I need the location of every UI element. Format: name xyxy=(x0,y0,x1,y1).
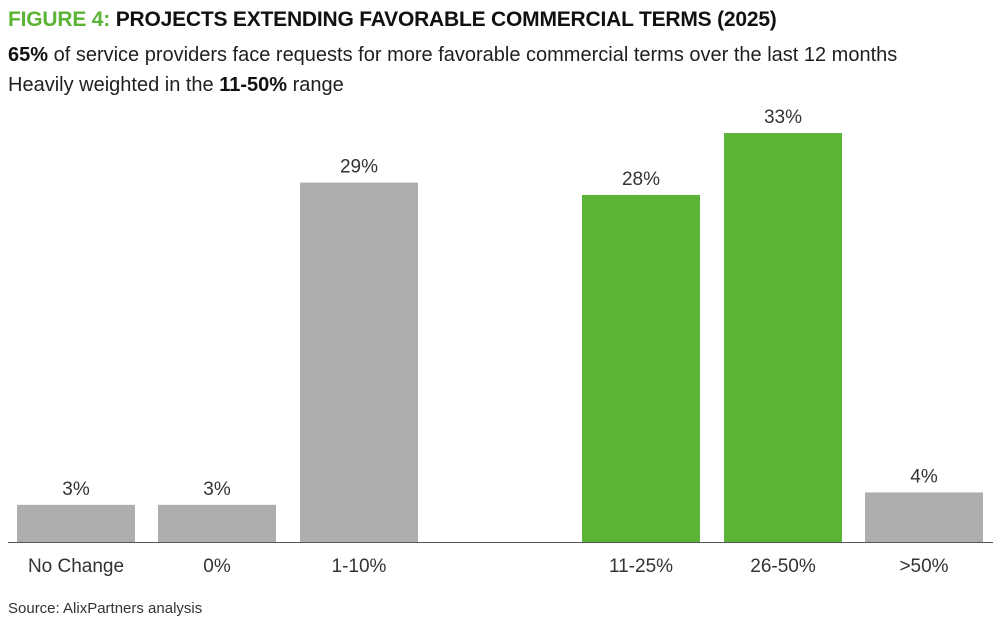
category-label-1: 0% xyxy=(203,556,231,577)
bar-0 xyxy=(17,504,135,542)
subtitle-text: of service providers face requests for m… xyxy=(48,44,898,66)
bar-1 xyxy=(158,504,276,542)
bar-5 xyxy=(865,492,983,542)
figure-label: FIGURE 4: xyxy=(8,8,111,31)
subtitle2-post: range xyxy=(287,74,344,96)
subtitle2-range: 11-50% xyxy=(219,74,288,96)
source-note: Source: AlixPartners analysis xyxy=(8,600,203,617)
category-label-3: 11-25% xyxy=(609,556,673,577)
subtitle-stat: 65% xyxy=(8,44,49,66)
data-label-4: 33% xyxy=(764,107,802,128)
bar-4 xyxy=(724,133,842,542)
category-label-5: >50% xyxy=(899,556,948,577)
subtitle-line-2: Heavily weighted in the 11-50% range xyxy=(8,74,344,97)
category-label-2: 1-10% xyxy=(332,556,387,577)
figure-title: PROJECTS EXTENDING FAVORABLE COMMERCIAL … xyxy=(115,8,777,31)
bar-2 xyxy=(300,182,418,543)
chart-title: FIGURE 4: PROJECTS EXTENDING FAVORABLE C… xyxy=(8,8,777,32)
data-label-0: 3% xyxy=(62,479,90,500)
category-label-4: 26-50% xyxy=(750,556,816,577)
subtitle2-pre: Heavily weighted in the xyxy=(8,74,220,96)
data-label-5: 4% xyxy=(910,466,938,487)
data-label-2: 29% xyxy=(340,157,378,178)
bar-3 xyxy=(582,194,700,542)
subtitle-line-1: 65% of service providers face requests f… xyxy=(8,44,897,67)
category-label-0: No Change xyxy=(28,556,124,577)
data-label-3: 28% xyxy=(622,169,660,190)
data-label-1: 3% xyxy=(203,479,231,500)
